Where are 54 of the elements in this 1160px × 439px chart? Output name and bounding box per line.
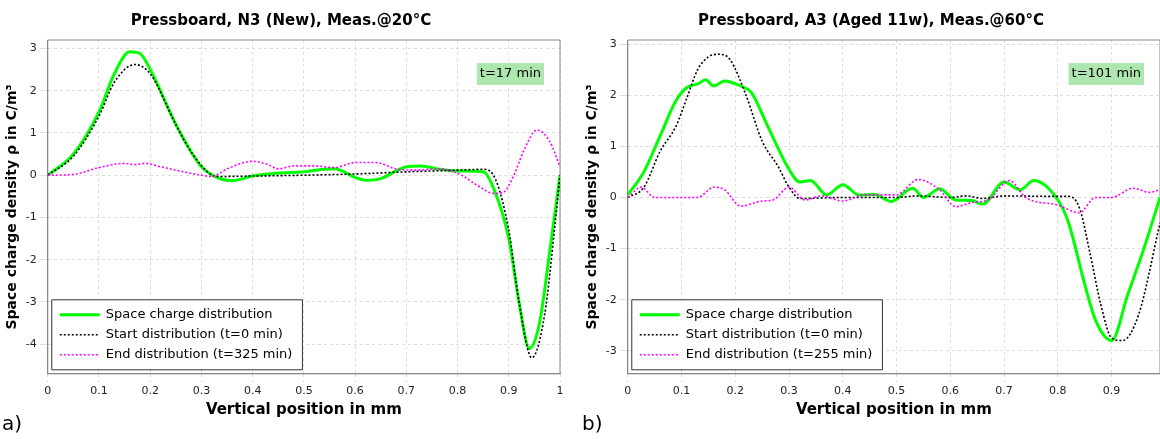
y-tick-label: 2 [609,88,617,102]
x-axis-title: Vertical position in mm [795,399,992,418]
y-axis-title: Space charge density ρ in C/m³ [583,84,600,330]
x-tick-label: 0.4 [834,384,852,398]
x-tick-label: 0.2 [141,384,159,398]
x-tick-label: 0.5 [887,384,906,398]
text: a) [2,411,23,436]
legend-label: Space charge distribution [105,306,273,322]
y-tick-label: -2 [605,292,617,306]
y-tick-label: 3 [29,41,37,55]
x-tick-label: 0.1 [90,384,108,398]
x-tick-label: 0.5 [295,384,313,398]
y-tick-label: -4 [25,337,37,351]
x-tick-label: 0 [44,384,52,398]
y-tick-label: -1 [605,241,617,255]
text: b) [582,411,603,436]
x-tick-label: 1 [556,384,564,398]
x-tick-label: 0.9 [500,384,518,398]
legend-label: Start distribution (t=0 min) [685,326,863,342]
y-tick-label: 0 [609,190,617,204]
x-tick-label: 0.8 [448,384,467,398]
x-axis-title: Vertical position in mm [205,399,402,418]
y-tick-label: 1 [609,139,617,153]
y-tick-label: 1 [29,125,37,139]
x-tick-label: 0.7 [397,384,416,398]
x-tick-label: 0.3 [780,384,798,398]
annotation: t=101 min [1071,65,1141,81]
y-tick-label: 0 [29,168,37,182]
x-tick-label: 0.6 [941,384,960,398]
chart-title: Pressboard, A3 (Aged 11w), Meas.@60°C [698,10,1044,29]
legend-label: End distribution (t=255 min) [685,346,873,362]
x-tick-label: 0.1 [672,384,691,398]
line-series [627,178,1160,214]
legend-label: End distribution (t=325 min) [105,346,293,362]
x-tick-label: 0.4 [243,384,262,398]
y-tick-label: -3 [25,294,37,308]
y-tick-label: -2 [25,252,37,266]
x-tick-label: 0.3 [192,384,211,398]
annotation: t=17 min [479,65,542,81]
chart-title: Pressboard, N3 (New), Meas.@20°C [130,10,432,29]
x-tick-label: 0.7 [995,384,1013,398]
legend-label: Start distribution (t=0 min) [105,326,283,342]
x-tick-label: 0 [624,384,632,398]
x-tick-label: 0.8 [1049,384,1067,398]
line-series [47,129,560,195]
legend-label: Space charge distribution [685,306,853,322]
x-tick-label: 0.2 [726,384,745,398]
y-tick-label: -3 [605,343,617,357]
x-tick-label: 0.6 [346,384,364,398]
y-tick-label: -1 [25,210,37,224]
y-axis-title: Space charge density ρ in C/m³ [3,84,20,330]
y-tick-label: 2 [29,83,37,97]
x-tick-label: 0.9 [1102,384,1121,398]
y-tick-label: 3 [609,36,617,50]
